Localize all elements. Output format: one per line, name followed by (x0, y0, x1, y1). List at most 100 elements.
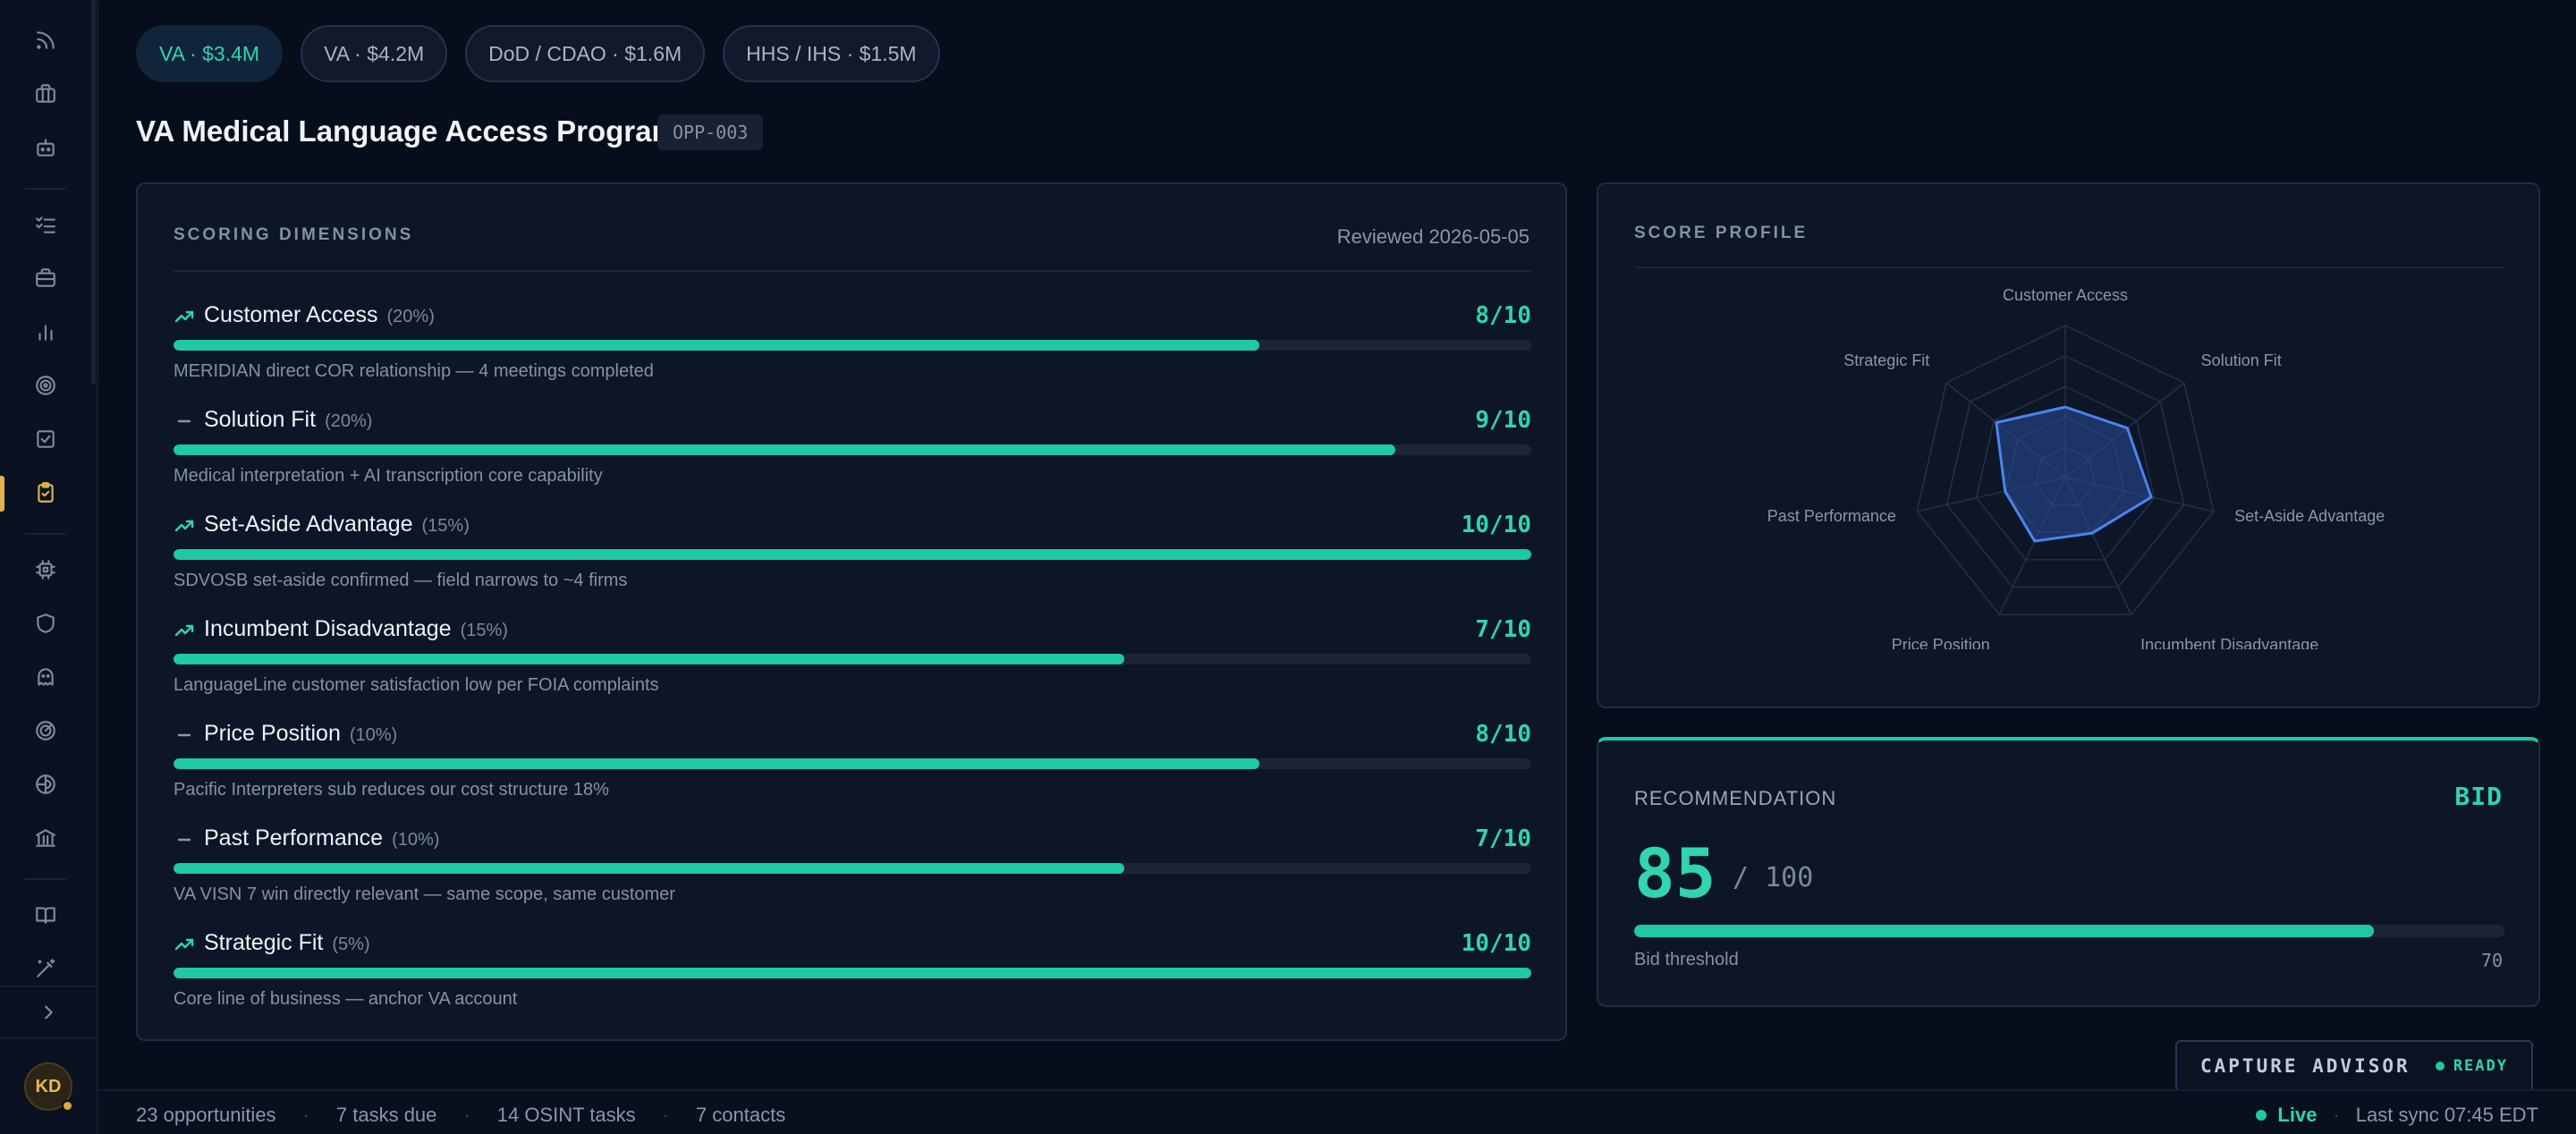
sidebar-divider (25, 533, 66, 535)
bank-icon[interactable] (29, 821, 63, 855)
dimension-name-text: Customer Access (204, 302, 378, 327)
radar-icon[interactable] (29, 714, 63, 748)
dimension-header: Price Position (10%) 8/10 (174, 721, 1531, 753)
dimension-score: 8/10 (1475, 721, 1531, 748)
dimension-header: Solution Fit (20%) 9/10 (174, 407, 1531, 439)
dimension-score-fill (174, 444, 1396, 455)
status-tasks-due[interactable]: 7 tasks due (335, 1104, 437, 1126)
tab-opportunity-3[interactable]: DoD / CDAO · $1.6M (465, 25, 706, 82)
dimension-score-bar (174, 340, 1531, 351)
recommendation-score-fill (1634, 925, 2375, 937)
checklist-icon[interactable] (29, 207, 63, 241)
page-title: VA Medical Language Access Program (136, 114, 678, 148)
dimension-score: 7/10 (1475, 825, 1531, 852)
target-icon[interactable] (29, 368, 63, 402)
status-bar: 23 opportunities · 7 tasks due · 14 OSIN… (98, 1089, 2576, 1134)
dimension-note: Medical interpretation + AI transcriptio… (174, 466, 603, 486)
live-label: Live (2277, 1104, 2318, 1126)
scoring-dimensions-panel: SCORING DIMENSIONS Reviewed 2026-05-05 C… (136, 182, 1567, 1041)
magic-wand-icon[interactable] (29, 952, 63, 986)
trend-flat-icon (174, 724, 195, 746)
radar-axis-label: Past Performance (1767, 507, 1896, 525)
robot-icon[interactable] (29, 131, 63, 165)
trend-flat-icon (174, 410, 195, 432)
tab-label: VA · $4.2M (324, 41, 425, 65)
scoring-dimension-row[interactable]: Solution Fit (20%) 9/10 Medical interpretat… (174, 407, 1531, 486)
dimension-score-bar (174, 549, 1531, 560)
briefcase-icon[interactable] (29, 261, 63, 295)
avatar[interactable]: KD (24, 1062, 72, 1111)
dimension-name: Incumbent Disadvantage (15%) (204, 616, 508, 642)
advisor-status-dot (2435, 1062, 2445, 1071)
dimension-note: MERIDIAN direct COR relationship — 4 mee… (174, 361, 654, 381)
dimension-name: Strategic Fit (5%) (204, 930, 370, 956)
sidebar: KD (0, 0, 98, 1134)
dimension-weight: (10%) (349, 725, 398, 745)
rss-icon[interactable] (29, 23, 63, 57)
chevron-right-icon (45, 1005, 53, 1020)
tab-opportunity-2[interactable]: VA · $4.2M (301, 25, 448, 82)
dimension-score-fill (174, 968, 1531, 978)
status-contacts[interactable]: 7 contacts (695, 1104, 786, 1126)
scoring-dimension-row[interactable]: Customer Access (20%) 8/10 MERIDIAN direct … (174, 302, 1531, 381)
trend-up-icon (174, 306, 195, 327)
dimension-header: Past Performance (10%) 7/10 (174, 825, 1531, 858)
sidebar-divider (25, 878, 66, 880)
dimension-score: 7/10 (1475, 616, 1531, 643)
ghost-icon[interactable] (29, 660, 63, 694)
trend-up-icon (174, 934, 195, 955)
checkbox-icon[interactable] (29, 422, 63, 456)
scoring-dimension-row[interactable]: Past Performance (10%) 7/10 VA VISN 7 win d… (174, 825, 1531, 904)
scoring-dimension-row[interactable]: Set-Aside Advantage (15%) 10/10 SDVOSB set-… (174, 512, 1531, 590)
status-osint-tasks[interactable]: 14 OSINT tasks (496, 1104, 636, 1126)
recommendation-label: RECOMMENDATION (1634, 787, 1837, 809)
bar-chart-icon[interactable] (29, 315, 63, 349)
tab-opportunity-1[interactable]: VA · $3.4M (136, 25, 284, 82)
clipboard-check-icon[interactable] (29, 476, 63, 510)
dimension-score-fill (174, 340, 1260, 351)
dimension-name-text: Strategic Fit (204, 930, 324, 955)
live-status: Live · Last sync 07:45 EDT (2256, 1104, 2538, 1127)
panel-divider (174, 270, 1531, 272)
dimension-score-bar (174, 444, 1531, 455)
dimension-name: Set-Aside Advantage (15%) (204, 512, 470, 537)
status-opportunities[interactable]: 23 opportunities (136, 1104, 276, 1126)
dimension-note: LanguageLine customer satisfaction low p… (174, 675, 659, 695)
bid-threshold-value: 70 (2480, 950, 2503, 971)
recommendation-score-bar (1634, 925, 2504, 937)
scoring-dimension-row[interactable]: Strategic Fit (5%) 10/10 Core line of busin… (174, 930, 1531, 1009)
dimension-score-fill (174, 654, 1124, 664)
dimension-score-fill (174, 758, 1260, 769)
last-sync: Last sync 07:45 EDT (2355, 1104, 2538, 1126)
dimension-weight: (20%) (325, 411, 373, 431)
sidebar-scrollbar[interactable] (91, 0, 96, 385)
brain-icon[interactable] (29, 767, 63, 801)
sidebar-collapse-button[interactable] (0, 986, 97, 1039)
book-icon[interactable] (29, 898, 63, 932)
dimension-note: VA VISN 7 win directly relevant — same s… (174, 884, 675, 904)
trend-up-icon (174, 515, 195, 537)
briefcase-icon[interactable] (29, 77, 63, 111)
scoring-dimension-row[interactable]: Price Position (10%) 8/10 Pacific Interpret… (174, 721, 1531, 800)
dimension-score: 9/10 (1475, 407, 1531, 434)
scoring-dimension-row[interactable]: Incumbent Disadvantage (15%) 7/10 LanguageL… (174, 616, 1531, 695)
tab-label: HHS / IHS · $1.5M (746, 41, 917, 65)
recommendation-score: 85 (1634, 834, 1716, 913)
dimension-header: Strategic Fit (5%) 10/10 (174, 930, 1531, 962)
tab-label: DoD / CDAO · $1.6M (488, 41, 682, 65)
capture-advisor-button[interactable]: CAPTURE ADVISOR READY (2175, 1040, 2533, 1092)
reviewed-date: Reviewed 2026-05-05 (1336, 225, 1530, 248)
tab-opportunity-4[interactable]: HHS / IHS · $1.5M (723, 25, 940, 82)
trend-up-icon (174, 620, 195, 641)
sidebar-divider (25, 188, 66, 190)
trend-flat-icon (174, 829, 195, 850)
radar-series-area (1995, 405, 2153, 543)
sidebar-active-indicator (0, 476, 4, 512)
avatar-initials: KD (35, 1076, 62, 1096)
shield-icon[interactable] (29, 606, 63, 640)
dimension-name-text: Price Position (204, 721, 341, 746)
dimension-weight: (20%) (386, 307, 435, 326)
radar-grid-ring (1916, 325, 2215, 615)
chip-icon[interactable] (29, 553, 63, 587)
capture-advisor-label: CAPTURE ADVISOR (2200, 1055, 2411, 1077)
